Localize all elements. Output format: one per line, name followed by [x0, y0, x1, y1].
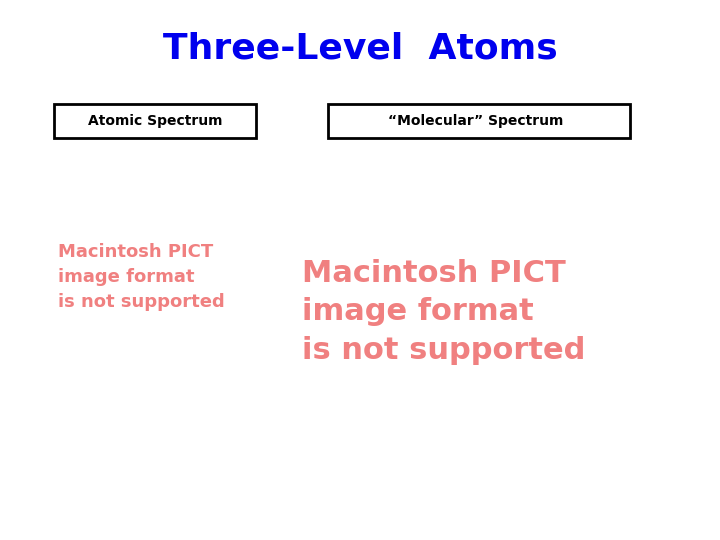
Text: Macintosh PICT
image format
is not supported: Macintosh PICT image format is not suppo… — [302, 259, 586, 364]
FancyBboxPatch shape — [54, 104, 256, 138]
Text: Three-Level  Atoms: Three-Level Atoms — [163, 32, 557, 65]
FancyBboxPatch shape — [328, 104, 630, 138]
Text: “Molecular” Spectrum: “Molecular” Spectrum — [387, 114, 563, 129]
Text: Macintosh PICT
image format
is not supported: Macintosh PICT image format is not suppo… — [58, 243, 225, 311]
Text: Atomic Spectrum: Atomic Spectrum — [88, 114, 222, 129]
